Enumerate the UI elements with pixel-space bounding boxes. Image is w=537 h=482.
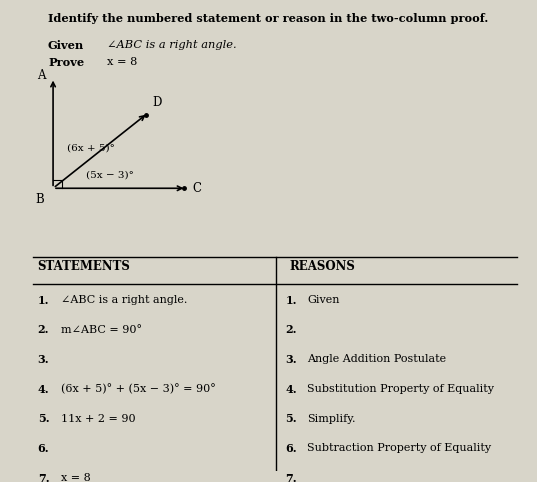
Text: C: C bbox=[193, 182, 201, 195]
Text: 6.: 6. bbox=[38, 443, 49, 454]
Text: 4.: 4. bbox=[38, 384, 49, 395]
Text: 7.: 7. bbox=[286, 472, 297, 482]
Text: 11x + 2 = 90: 11x + 2 = 90 bbox=[61, 414, 135, 424]
Text: ∠ABC is a right angle.: ∠ABC is a right angle. bbox=[107, 40, 237, 50]
Text: x = 8: x = 8 bbox=[107, 57, 137, 67]
Text: Prove: Prove bbox=[48, 57, 84, 68]
Text: (5x − 3)°: (5x − 3)° bbox=[86, 171, 134, 180]
Text: 3.: 3. bbox=[286, 354, 297, 365]
Text: (6x + 5)°: (6x + 5)° bbox=[68, 144, 115, 153]
Text: 4.: 4. bbox=[286, 384, 297, 395]
Text: Subtraction Property of Equality: Subtraction Property of Equality bbox=[307, 443, 491, 454]
Text: ∠ABC is a right angle.: ∠ABC is a right angle. bbox=[61, 295, 187, 305]
Text: 5.: 5. bbox=[38, 413, 49, 424]
Text: B: B bbox=[35, 193, 44, 206]
Text: 5.: 5. bbox=[286, 413, 297, 424]
Text: (6x + 5)° + (5x − 3)° = 90°: (6x + 5)° + (5x − 3)° = 90° bbox=[61, 384, 215, 394]
Text: Simplify.: Simplify. bbox=[307, 414, 355, 424]
Text: 3.: 3. bbox=[38, 354, 49, 365]
Text: D: D bbox=[152, 96, 162, 109]
Text: Identify the numbered statement or reason in the two-column proof.: Identify the numbered statement or reaso… bbox=[48, 13, 489, 24]
Text: 1.: 1. bbox=[38, 295, 49, 306]
Text: 2.: 2. bbox=[286, 324, 297, 335]
Text: Substitution Property of Equality: Substitution Property of Equality bbox=[307, 384, 494, 394]
Text: 2.: 2. bbox=[38, 324, 49, 335]
Text: 7.: 7. bbox=[38, 472, 49, 482]
Text: m∠ABC = 90°: m∠ABC = 90° bbox=[61, 325, 142, 335]
Text: STATEMENTS: STATEMENTS bbox=[38, 260, 130, 273]
Text: 1.: 1. bbox=[286, 295, 297, 306]
Text: 6.: 6. bbox=[286, 443, 297, 454]
Text: x = 8: x = 8 bbox=[61, 473, 91, 482]
Text: A: A bbox=[37, 69, 46, 82]
Text: Given: Given bbox=[48, 40, 84, 51]
Text: Angle Addition Postulate: Angle Addition Postulate bbox=[307, 354, 446, 364]
Text: Given: Given bbox=[307, 295, 339, 305]
Text: REASONS: REASONS bbox=[289, 260, 355, 273]
